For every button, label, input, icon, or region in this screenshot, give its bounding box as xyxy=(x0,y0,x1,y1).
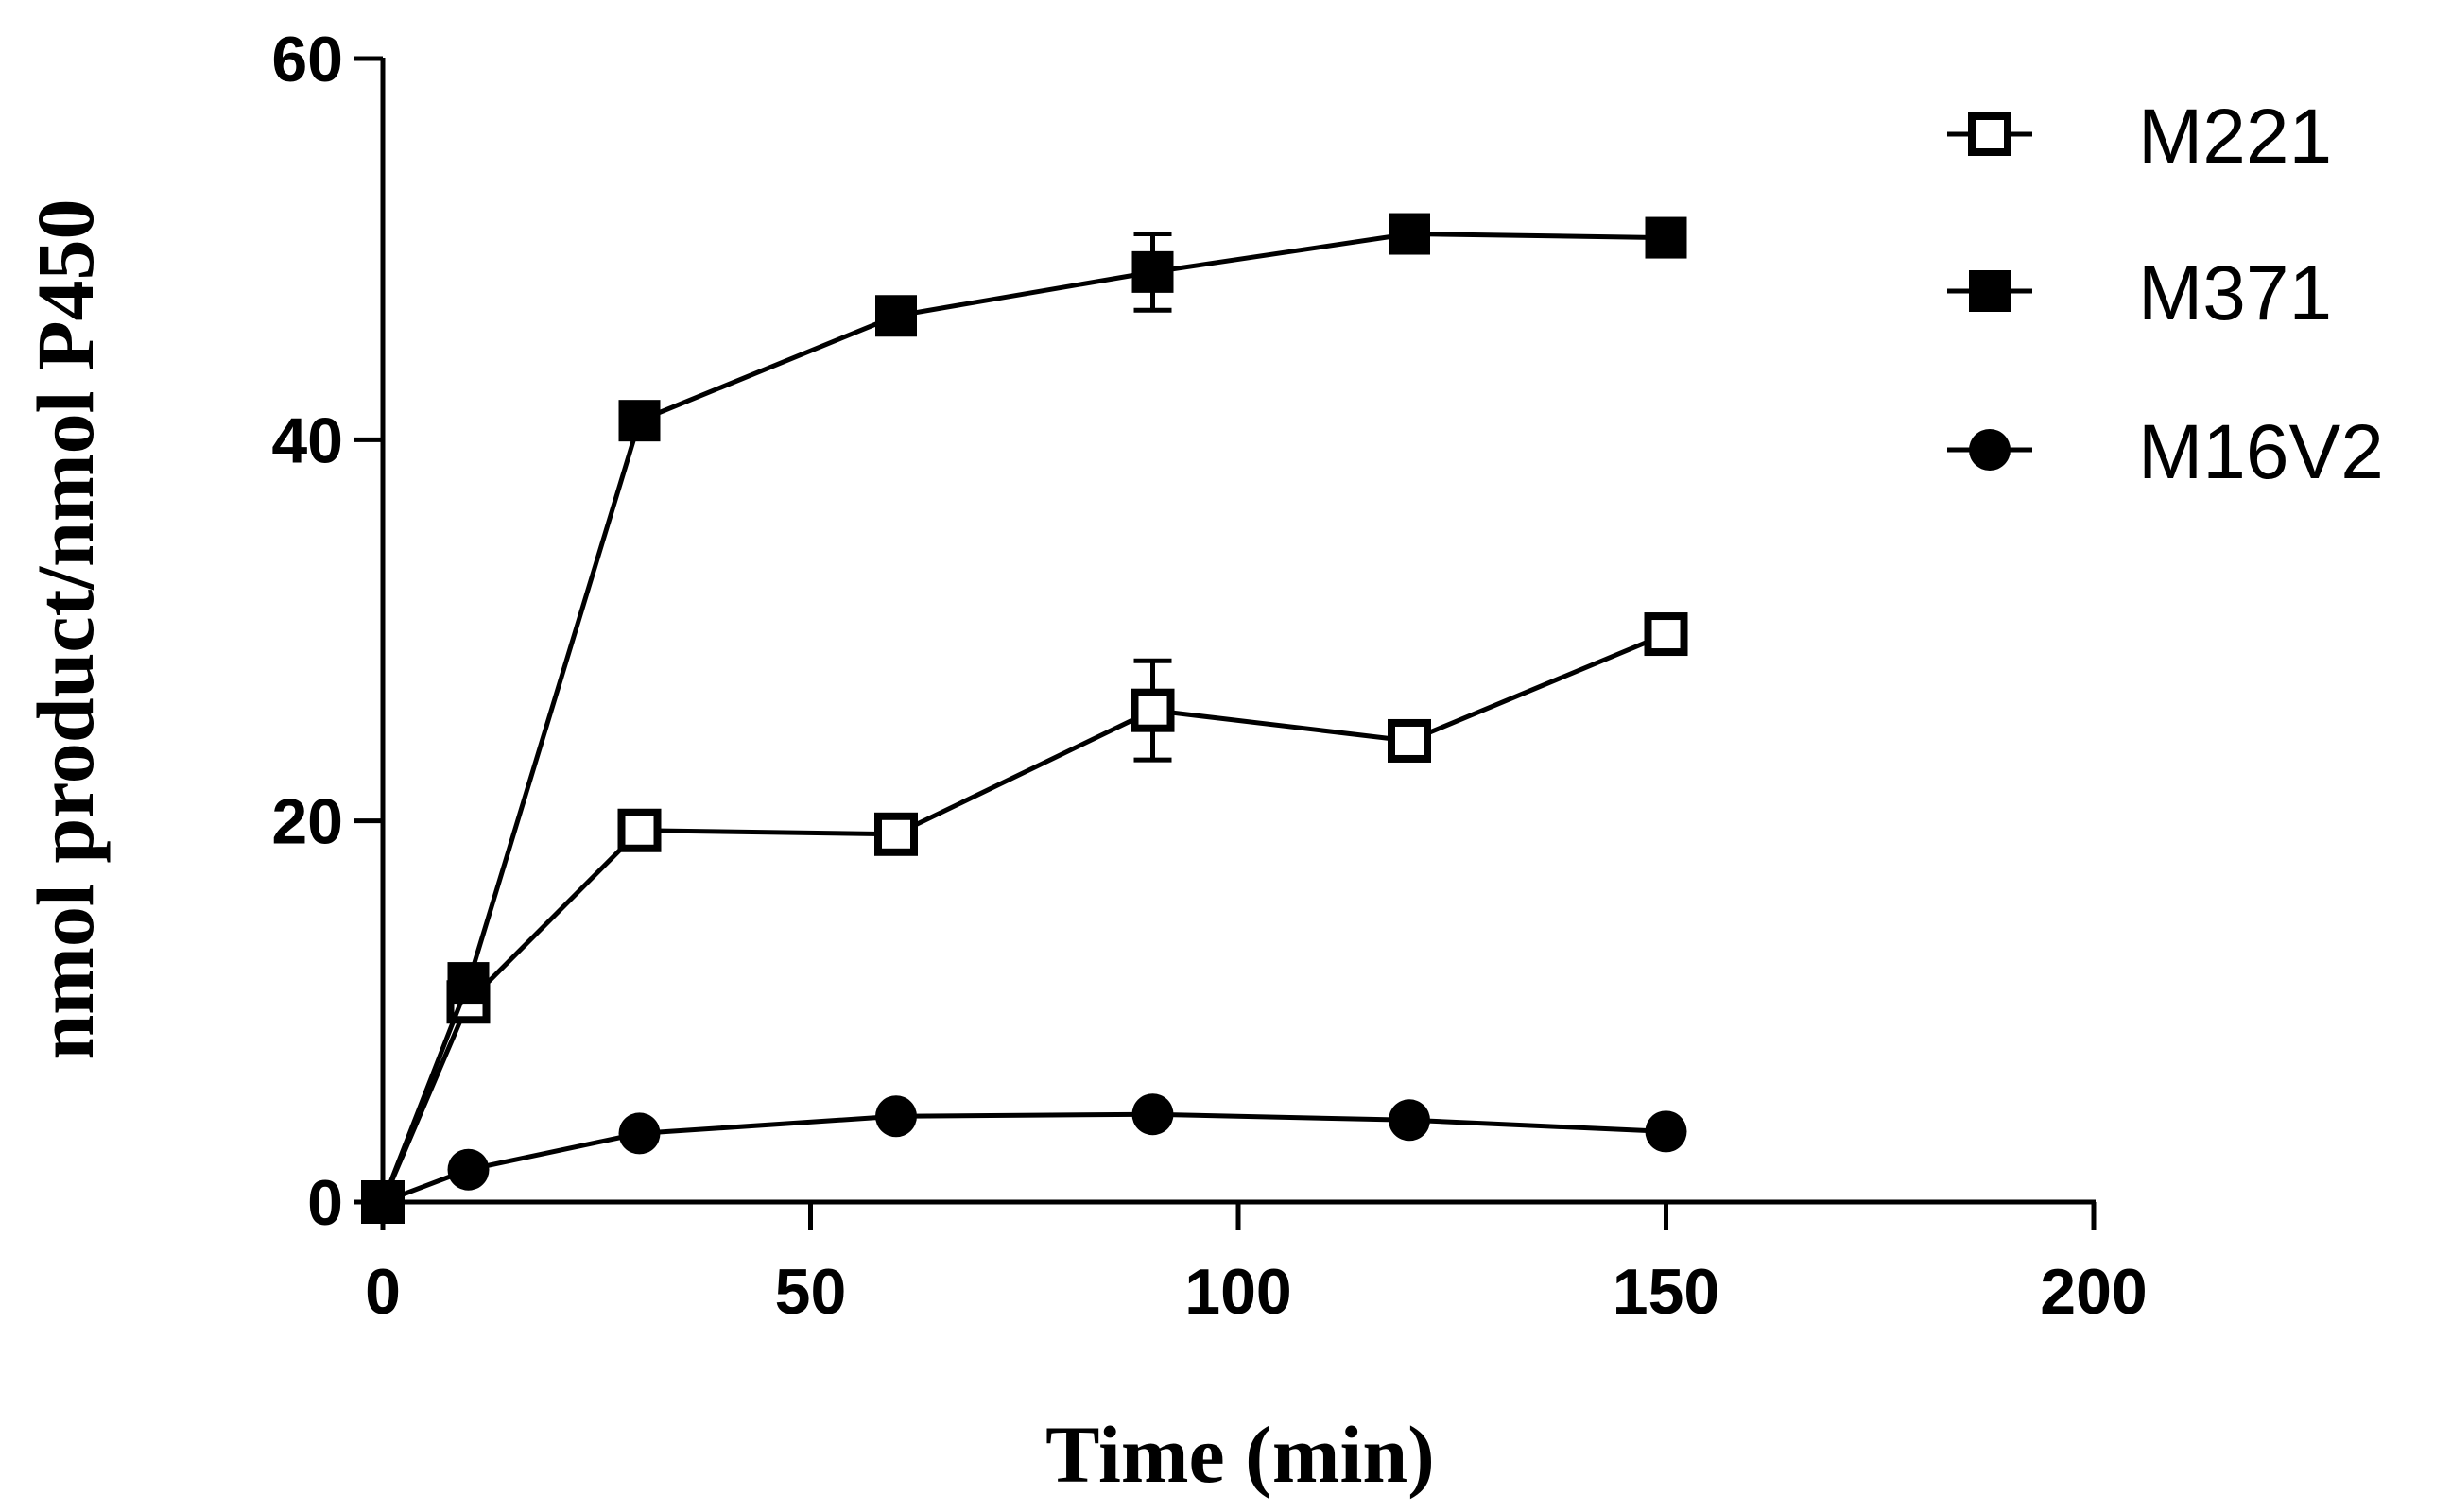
data-point-m371 xyxy=(1131,250,1174,293)
data-point-m221 xyxy=(874,812,918,856)
y-tick-label: 20 xyxy=(271,786,343,858)
data-point-m371 xyxy=(1645,216,1687,259)
axes: 0 20 40 60 0 50 100 150 200 xyxy=(271,24,2147,1328)
series-line-m16v2 xyxy=(382,1111,1666,1205)
data-point-m221 xyxy=(1388,718,1431,763)
series-line-m371 xyxy=(380,232,1666,1203)
x-tick-label: 100 xyxy=(1184,1256,1291,1328)
data-point-m371 xyxy=(447,962,490,1005)
data-point-m16v2 xyxy=(875,1095,917,1138)
data-point-m221 xyxy=(1131,688,1175,732)
data-point-m16v2 xyxy=(362,1181,404,1223)
data-point-m371 xyxy=(1389,213,1430,255)
data-point-m371 xyxy=(618,400,661,442)
data-point-m371 xyxy=(875,295,917,337)
x-tick-label: 200 xyxy=(2040,1256,2147,1328)
legend-marker-m16v2 xyxy=(1969,429,2011,471)
data-point-m16v2 xyxy=(447,1148,490,1191)
data-point-m16v2 xyxy=(1131,1093,1174,1136)
legend-marker-m221 xyxy=(1968,112,2011,156)
legend-label-m371: M371 xyxy=(2138,250,2332,336)
plot-area xyxy=(361,213,1688,1224)
legend-marker-m371 xyxy=(1969,270,2011,312)
x-tick-label: 150 xyxy=(1613,1256,1719,1328)
data-point-m16v2 xyxy=(1645,1110,1687,1153)
y-axis-title: nmol product/nmol P450 xyxy=(20,198,111,1059)
x-tick-label: 50 xyxy=(775,1256,847,1328)
data-point-m221 xyxy=(1644,612,1688,657)
legend-label-m16v2: M16V2 xyxy=(2138,409,2384,495)
data-point-m16v2 xyxy=(618,1112,661,1155)
y-tick-label: 40 xyxy=(271,404,343,476)
legend: M221 M371 M16V2 xyxy=(1947,94,2384,495)
y-tick-label: 60 xyxy=(271,24,343,95)
x-tick-label: 0 xyxy=(365,1256,401,1328)
data-point-m221 xyxy=(617,808,662,852)
x-axis-title: Time (min) xyxy=(1045,1409,1435,1500)
legend-label-m221: M221 xyxy=(2138,94,2332,180)
data-point-m16v2 xyxy=(1389,1099,1430,1142)
y-tick-label: 0 xyxy=(307,1167,343,1239)
